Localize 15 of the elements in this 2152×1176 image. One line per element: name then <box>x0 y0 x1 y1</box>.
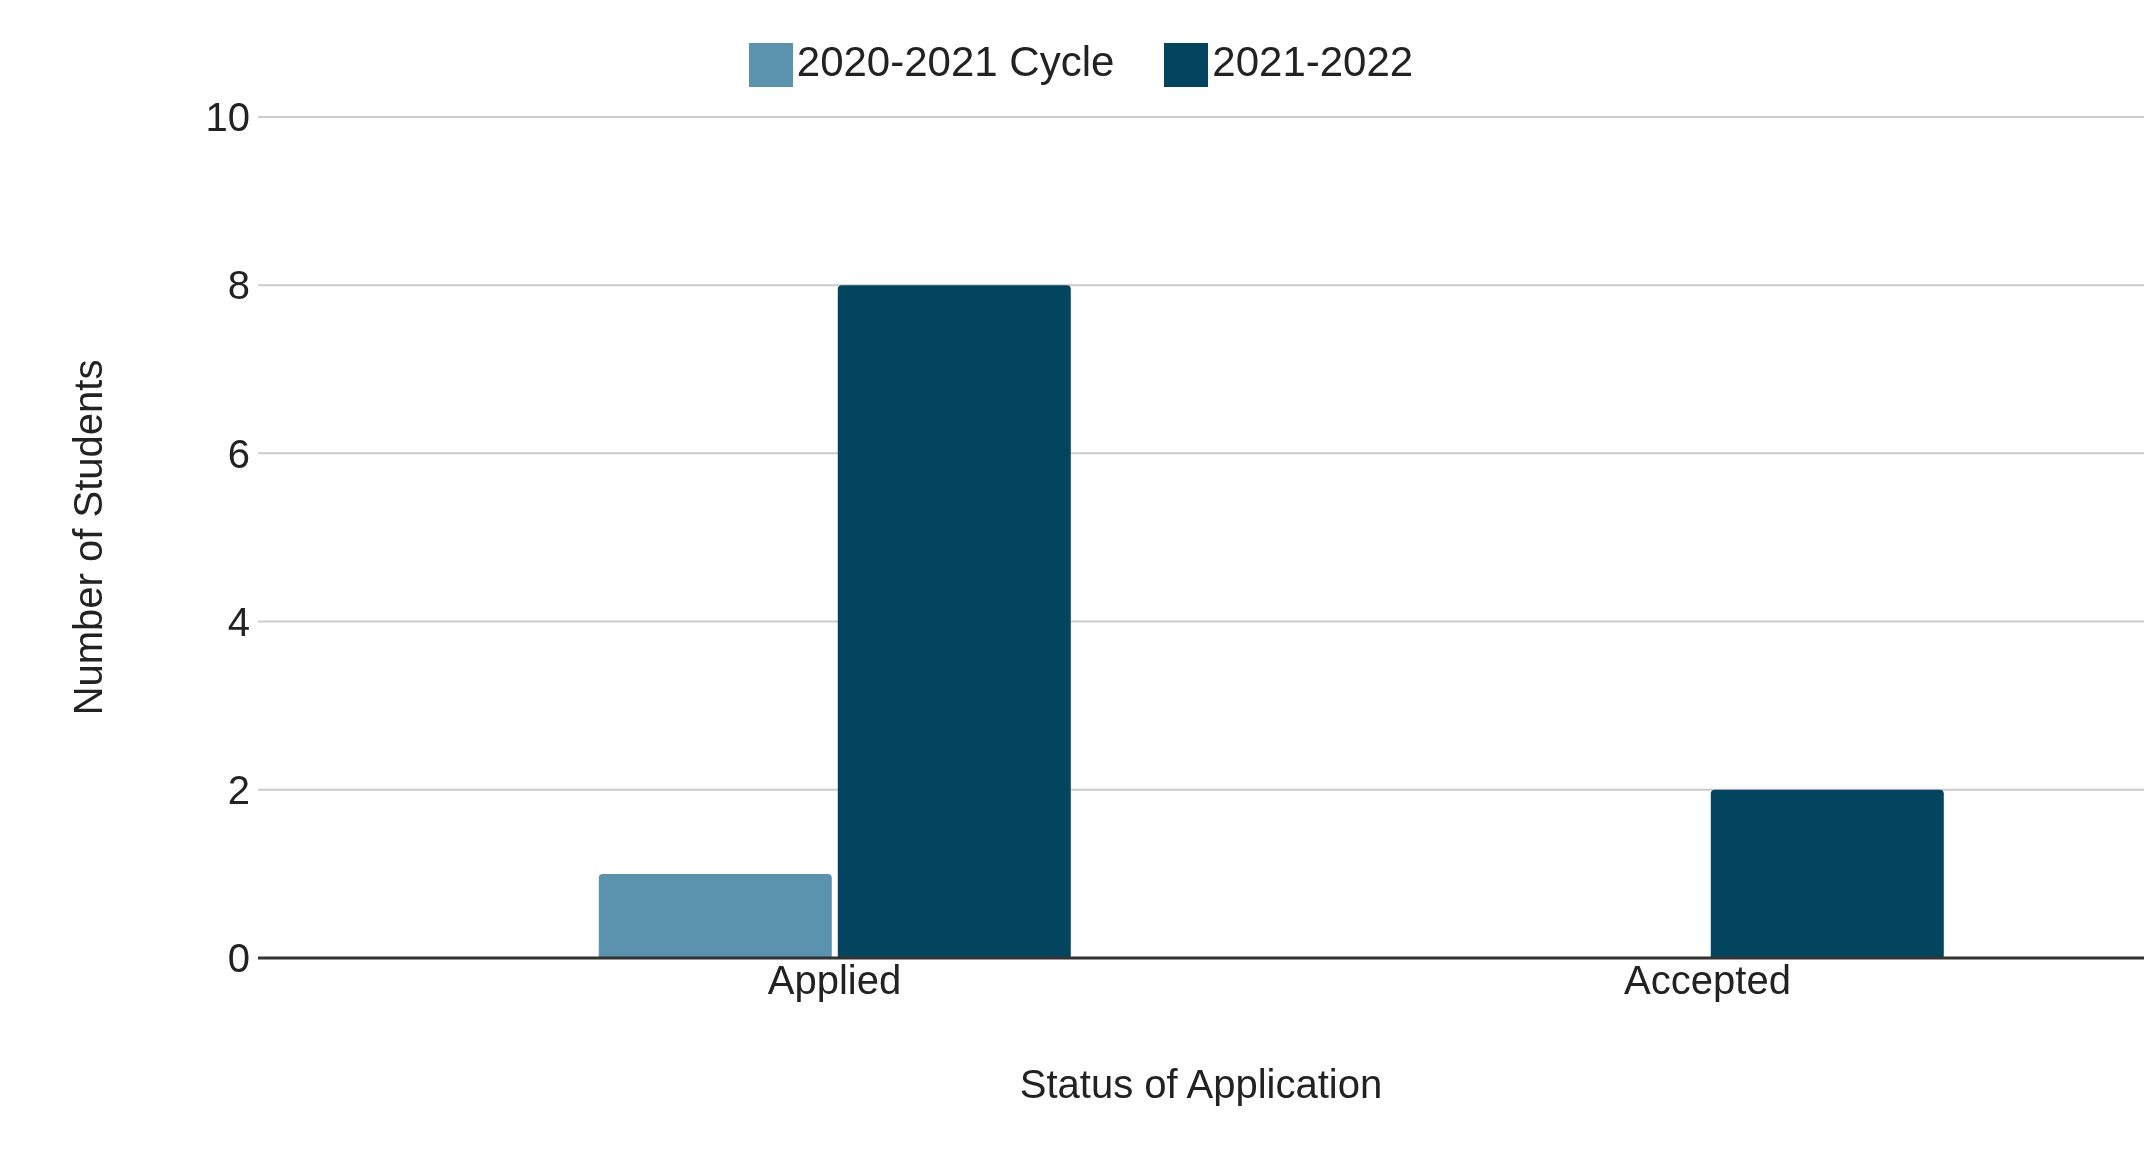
bar <box>1710 789 1944 958</box>
y-tick-label: 0 <box>227 936 250 981</box>
x-axis-title: Status of Application <box>1019 1062 1383 1106</box>
y-tick-label: 6 <box>227 431 250 476</box>
bar <box>837 285 1071 958</box>
y-tick-label: 2 <box>227 767 250 812</box>
x-tick-label: Applied <box>767 958 902 1003</box>
y-tick-label: 4 <box>227 599 250 644</box>
y-tick-label: 10 <box>205 95 250 140</box>
legend-label: 2021-2022 <box>1212 38 1414 85</box>
legend-label: 2020-2021 Cycle <box>796 38 1115 85</box>
y-axis-title: Number of Students <box>66 359 111 716</box>
y-tick-label: 8 <box>227 263 250 308</box>
bar <box>598 873 832 958</box>
x-tick-label: Accepted <box>1624 958 1791 1003</box>
